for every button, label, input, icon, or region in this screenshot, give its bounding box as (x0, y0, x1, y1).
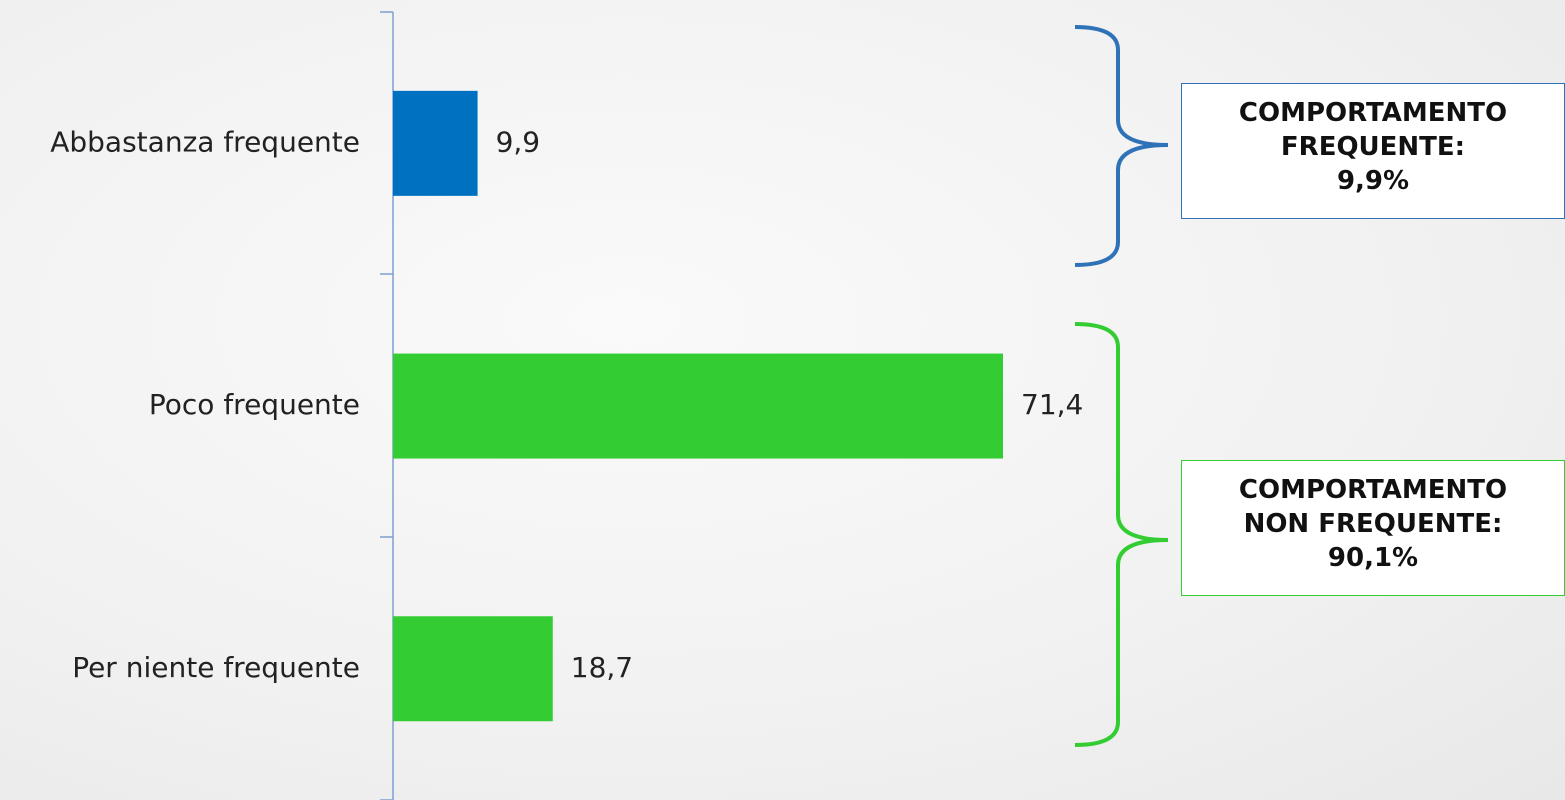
bar-2 (393, 353, 1003, 459)
callout-nonfrequent-line-1: COMPORTAMENTO (1238, 475, 1508, 505)
bars-group: Abbastanza frequente 9,9 Poco frequente 71,… (50, 90, 1083, 722)
bracket-nonfrequent (1074, 322, 1169, 747)
value-label-1: 9,9 (496, 125, 541, 158)
category-label-1: Abbastanza frequente (50, 125, 360, 158)
callout-nonfrequent-line-3: 90,1% (1327, 543, 1419, 573)
callout-frequent-line-3: 9,9% (1336, 166, 1410, 196)
callout-nonfrequent-line-2: NON FREQUENTE: (1243, 509, 1503, 539)
value-label-3: 18,7 (571, 651, 633, 684)
bracket-frequent (1074, 25, 1169, 267)
callout-frequent-line-1: COMPORTAMENTO (1238, 98, 1508, 128)
category-label-3: Per niente frequente (72, 651, 360, 684)
value-label-2: 71,4 (1021, 388, 1083, 421)
bar-1 (393, 90, 478, 196)
callout-nonfrequent: COMPORTAMENTO NON FREQUENTE: 90,1% (1181, 460, 1565, 596)
callout-frequent-line-2: FREQUENTE: (1280, 132, 1466, 162)
category-label-2: Poco frequente (149, 388, 360, 421)
bar-3 (393, 616, 553, 722)
callout-frequent: COMPORTAMENTO FREQUENTE: 9,9% (1181, 83, 1565, 219)
